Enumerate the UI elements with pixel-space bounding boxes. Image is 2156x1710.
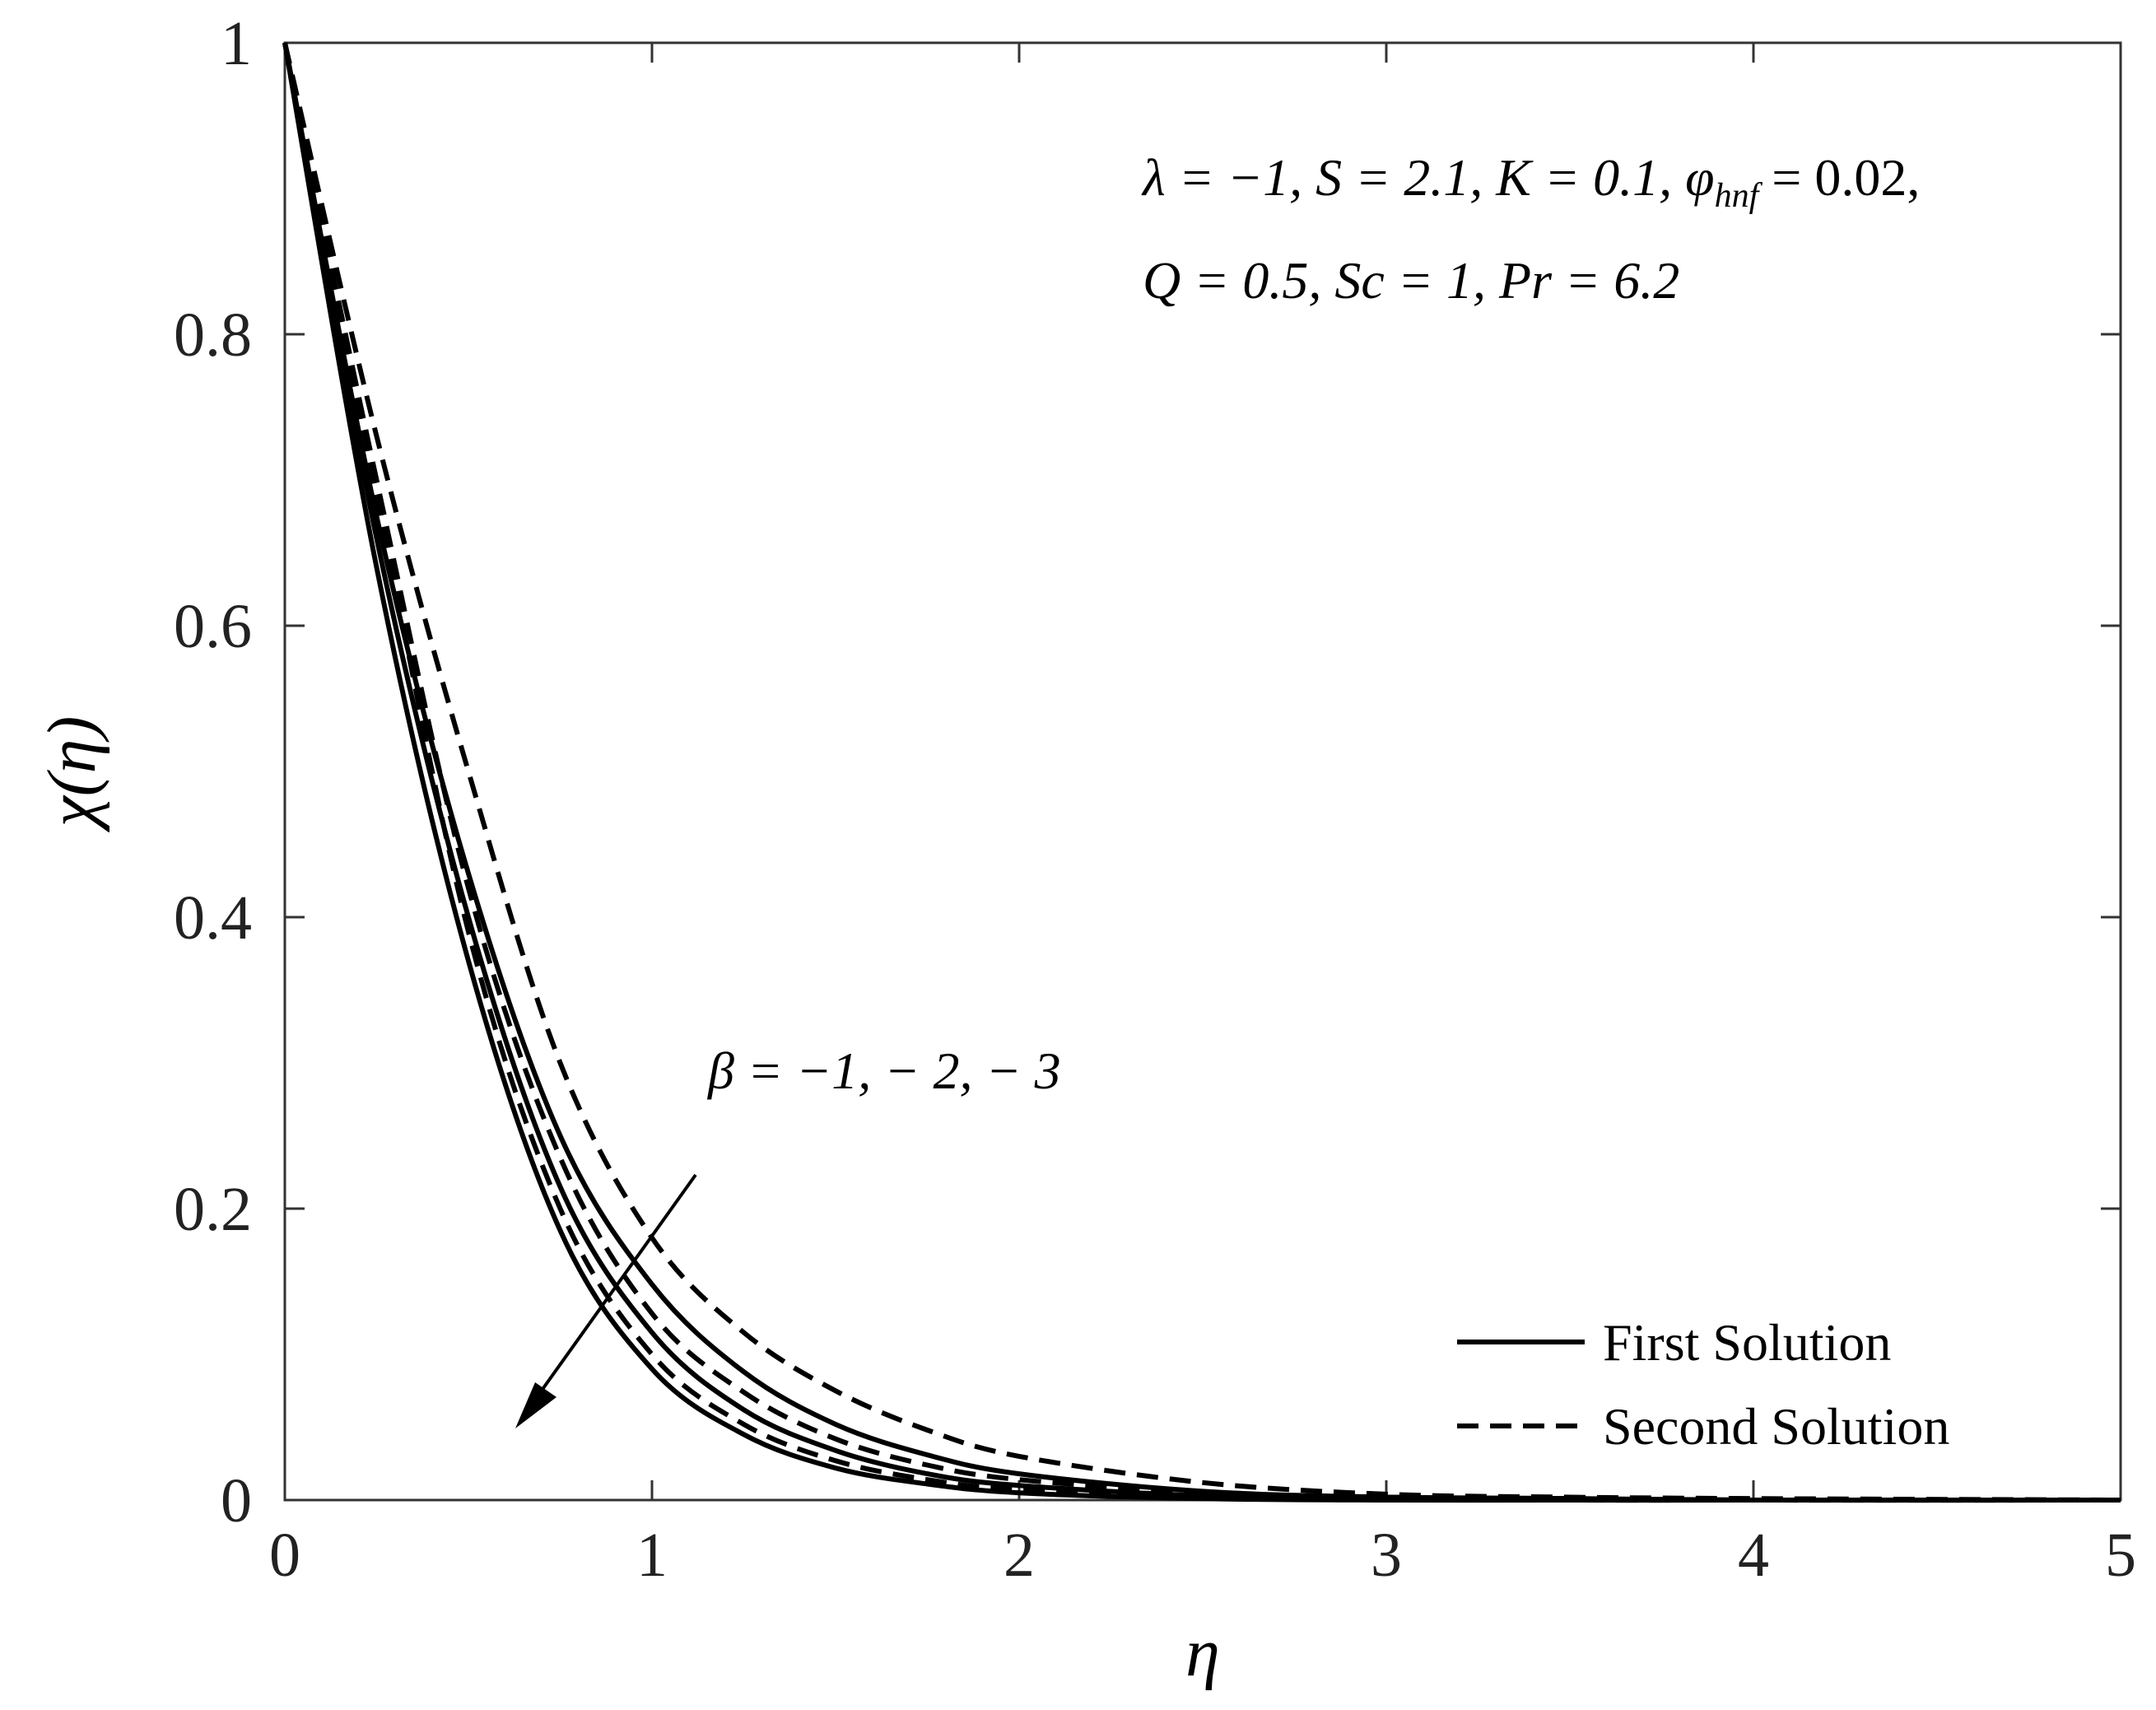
plot-area [283,41,2122,1502]
x-axis-label: η [1185,1614,1220,1691]
x-tick-label-4: 4 [1738,1521,1769,1590]
y-tick-label-4: 0.8 [174,301,252,370]
y-tick-label-2: 0.4 [174,883,252,953]
y-tick-label-5: 1 [221,9,252,78]
legend-first-solution-label: First Solution [1603,1313,1891,1372]
y-axis-label: χ(η) [34,716,110,833]
param-k: K = 0.1, [1495,148,1672,207]
y-axis-ticks: 0 0.2 0.4 0.6 0.8 1 [174,9,2121,1535]
parameter-annotation: λ = −1, S = 2.1, K = 0.1, φhnf = 0.02, Q… [1141,148,1920,310]
series-first-solution-beta-neg3 [282,42,2121,1503]
x-tick-label-2: 2 [1003,1521,1035,1590]
y-tick-label-1: 0.2 [174,1175,252,1244]
series-second-solution-beta-neg3 [282,42,2121,1503]
x-tick-label-3: 3 [1371,1521,1402,1590]
param-lambda: λ = −1, [1141,148,1302,207]
beta-arrow [515,1173,697,1428]
beta-arrow-head [515,1382,556,1428]
param-phi-value: = 0.02, [1758,148,1920,207]
parameter-annotation-line-1: λ = −1, S = 2.1, K = 0.1, φhnf = 0.02, [1141,148,1920,215]
x-tick-label-5: 5 [2105,1521,2136,1590]
y-tick-label-0: 0 [221,1466,252,1535]
beta-arrow-shaft [529,1173,697,1407]
param-phi-subscript: hnf [1715,177,1763,215]
series-layer [282,42,2121,1503]
y-tick-label-3: 0.6 [174,592,252,661]
x-tick-label-1: 1 [636,1521,668,1590]
beta-annotation: β = −1, − 2, − 3 [706,1041,1061,1100]
param-phi-symbol: φ [1685,148,1714,207]
x-tick-label-0: 0 [269,1521,300,1590]
legend: First Solution Second Solution [1457,1313,1949,1456]
series-second-solution-beta-neg1 [282,42,2121,1503]
param-s: S = 2.1, [1315,148,1483,207]
series-second-solution-beta-neg2 [282,42,2121,1503]
x-axis-ticks: 0 1 2 3 4 5 [269,43,2136,1590]
legend-second-solution-label: Second Solution [1603,1397,1949,1456]
parameter-annotation-line-2: Q = 0.5, Sc = 1, Pr = 6.2 [1143,251,1679,310]
